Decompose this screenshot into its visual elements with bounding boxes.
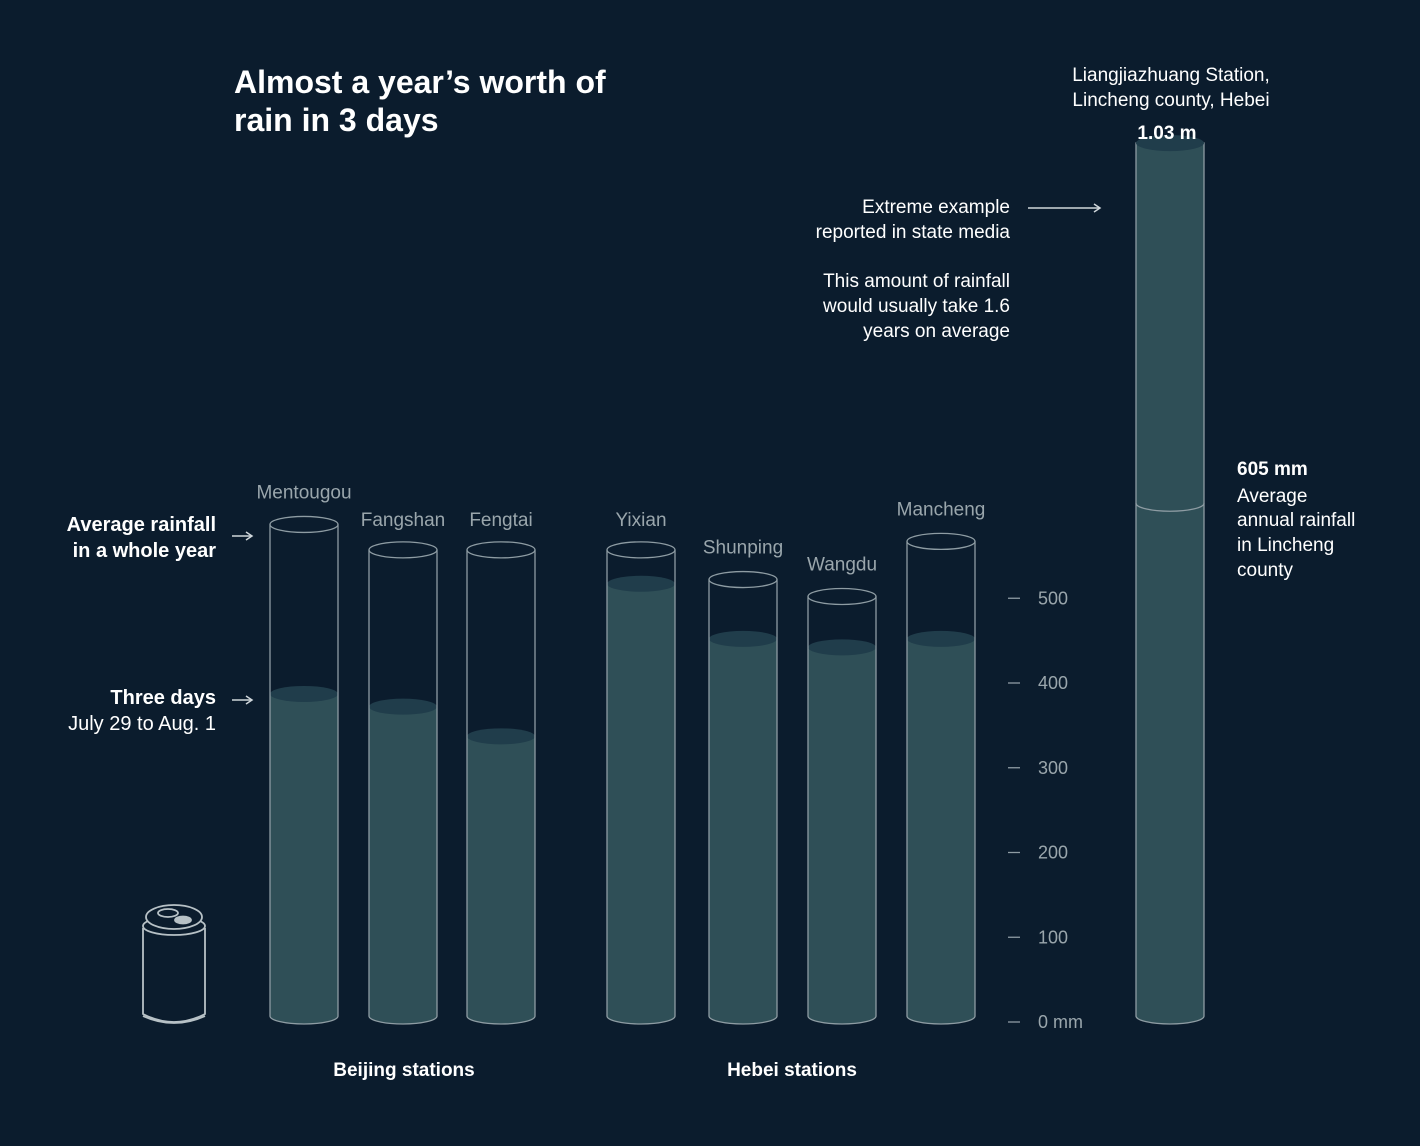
bar-5: Wangdu: [807, 554, 877, 1025]
bar-three-day-top: [1136, 135, 1204, 152]
bar-7: [1135, 135, 1205, 1025]
bar-label-0: Mentougou: [256, 482, 351, 503]
callout-annual-value: 605 mm: [1237, 459, 1308, 480]
bar-three-day-top: [270, 685, 338, 702]
bar-three-day-top: [607, 575, 675, 592]
bar-three-day-fill: [467, 736, 535, 1024]
callout-annual-line-4: county: [1237, 560, 1293, 581]
bar-annual-top: [269, 515, 339, 534]
callout-years-line-3: years on average: [863, 321, 1010, 342]
bar-annual-level: [1135, 503, 1205, 512]
arrow-right-icon: [1028, 203, 1102, 213]
bar-1: Fangshan: [361, 510, 446, 1025]
bar-three-day-top: [369, 698, 437, 715]
chart-title: Almost a year’s worth of rain in 3 days: [234, 64, 615, 138]
bar-annual-outline: [269, 524, 339, 1025]
y-tick-label-4: 400: [1038, 673, 1068, 693]
bar-annual-top: [708, 570, 778, 589]
legend-annual-line-1: Average rainfall: [67, 514, 216, 536]
bar-three-day-fill: [607, 583, 675, 1024]
bar-annual-outline: [606, 549, 676, 1025]
bar-annual-top: [606, 541, 676, 559]
chart-title-line-1: Almost a year’s worth of: [234, 64, 606, 100]
bar-annual-outline: [708, 579, 778, 1025]
legend-three-days-title: Three days: [110, 687, 216, 709]
bar-0: Mentougou: [256, 482, 352, 1025]
bar-label-3: Yixian: [615, 510, 666, 531]
bar-three-day-fill: [709, 638, 777, 1024]
callout-station-line-1: Liangjiazhuang Station,: [1072, 65, 1270, 86]
y-tick-label-3: 300: [1038, 758, 1068, 778]
y-axis: 0 mm 100 200 300 400 500: [1008, 588, 1083, 1032]
group-label-hebei: Hebei stations: [727, 1060, 857, 1081]
bar-three-day-top: [808, 639, 876, 656]
bar-3: Yixian: [606, 510, 676, 1025]
bar-annual-top: [368, 541, 438, 559]
bar-annual-top: [807, 587, 877, 606]
y-tick-label-5: 500: [1038, 588, 1068, 608]
arrow-right-icon: [232, 695, 254, 705]
bar-annual-top: [906, 532, 976, 551]
callout-years-line-2: would usually take 1.6: [822, 296, 1010, 317]
bar-three-day-fill: [369, 706, 437, 1024]
callout-value-label: 1.03 m: [1137, 123, 1196, 144]
bar-label-5: Wangdu: [807, 554, 877, 575]
bar-label-4: Shunping: [703, 538, 783, 559]
bar-annual-outline: [466, 549, 536, 1025]
bar-three-day-fill: [1135, 142, 1205, 1025]
callout-annual-line-2: annual rainfall: [1237, 510, 1355, 531]
bar-annual-outline: [906, 541, 976, 1025]
bar-group: Mentougou Fangshan Fengtai Yixian Shunping Wa…: [256, 135, 1205, 1025]
soda-can-icon: [142, 904, 206, 1024]
bar-three-day-top: [907, 630, 975, 647]
callout-annual-line-1: Average: [1237, 486, 1307, 507]
bar-label-6: Mancheng: [897, 499, 986, 520]
arrow-right-icon: [232, 531, 254, 541]
bar-three-day-top: [467, 728, 535, 745]
bar-annual-outline: [368, 549, 438, 1025]
bar-6: Mancheng: [897, 499, 986, 1025]
legend-annual-line-2: in a whole year: [73, 540, 217, 562]
legend-three-days-dates: July 29 to Aug. 1: [68, 713, 216, 735]
bar-label-2: Fengtai: [469, 510, 532, 531]
y-tick-label-1: 100: [1038, 927, 1068, 947]
bar-three-day-top: [709, 630, 777, 647]
callout-extreme-line-2: reported in state media: [816, 222, 1011, 243]
chart-title-line-2: rain in 3 days: [234, 102, 439, 138]
bar-2: Fengtai: [466, 510, 536, 1025]
callout-station-line-2: Lincheng county, Hebei: [1072, 90, 1269, 111]
y-tick-label-2: 200: [1038, 843, 1068, 863]
bar-label-1: Fangshan: [361, 510, 446, 531]
bar-annual-top: [466, 541, 536, 559]
legend-annual: Average rainfall in a whole year: [67, 514, 254, 562]
callout-years-line-1: This amount of rainfall: [823, 271, 1010, 292]
callout-extreme-line-1: Extreme example: [862, 197, 1010, 218]
legend-three-days: Three days July 29 to Aug. 1: [68, 687, 254, 735]
bar-three-day-fill: [270, 693, 338, 1024]
bar-three-day-fill: [808, 647, 876, 1024]
group-label-beijing: Beijing stations: [333, 1060, 474, 1081]
callout-annual-line-3: in Lincheng: [1237, 535, 1334, 556]
bar-annual-outline: [807, 596, 877, 1025]
bar-4: Shunping: [703, 538, 783, 1025]
y-tick-label-0: 0 mm: [1038, 1012, 1083, 1032]
bar-three-day-fill: [907, 638, 975, 1024]
